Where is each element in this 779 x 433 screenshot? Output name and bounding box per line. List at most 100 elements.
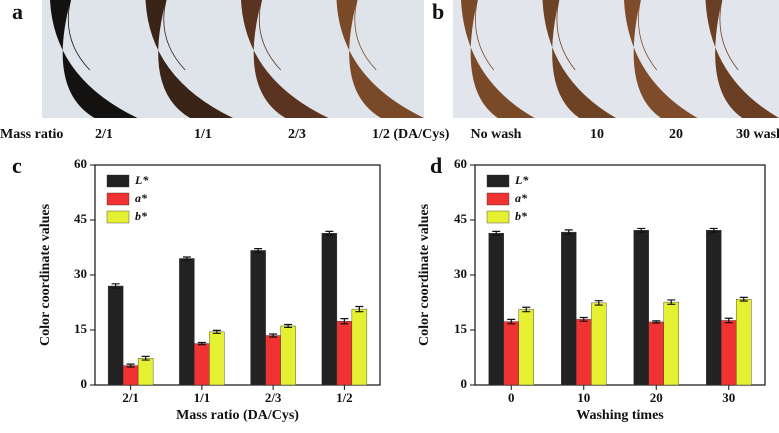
error-bar bbox=[564, 229, 573, 235]
x-tick-label: 10 bbox=[577, 390, 590, 405]
bar bbox=[321, 232, 338, 386]
y-tick-label: 30 bbox=[454, 266, 467, 281]
caption-lead: Mass ratio bbox=[0, 127, 63, 142]
bar bbox=[194, 343, 210, 386]
hair-strand bbox=[638, 0, 658, 71]
panel-label: d bbox=[430, 153, 442, 178]
error-bar bbox=[709, 227, 718, 233]
error-bar bbox=[254, 248, 263, 253]
hair bbox=[336, 0, 424, 118]
bar bbox=[351, 308, 368, 386]
bar bbox=[663, 301, 679, 386]
y-tick-label: 15 bbox=[454, 321, 468, 336]
bar bbox=[179, 258, 195, 386]
x-tick-label: 2/3 bbox=[265, 390, 282, 405]
bar bbox=[706, 230, 722, 386]
error-bar bbox=[637, 227, 646, 233]
bar bbox=[209, 331, 225, 386]
error-bar bbox=[284, 323, 293, 329]
bar bbox=[265, 335, 281, 386]
bar bbox=[488, 232, 504, 386]
photo-caption: 1/1 bbox=[194, 127, 212, 142]
y-tick-label: 30 bbox=[74, 266, 87, 281]
hair-strand bbox=[475, 0, 495, 71]
x-tick-label: 30 bbox=[722, 390, 735, 405]
bar bbox=[648, 321, 664, 386]
bar bbox=[137, 358, 154, 386]
x-tick-label: 0 bbox=[508, 390, 515, 405]
hair-strand bbox=[719, 0, 739, 71]
photo-caption: 2/1 bbox=[95, 127, 113, 142]
legend-swatch bbox=[106, 210, 130, 224]
bar bbox=[107, 285, 124, 386]
legend-label: a* bbox=[135, 191, 148, 205]
legend-label: L* bbox=[514, 173, 529, 187]
photo-caption: No wash bbox=[471, 127, 522, 142]
bar bbox=[561, 231, 577, 386]
hair-strand bbox=[556, 0, 576, 71]
x-tick-label: 20 bbox=[650, 390, 663, 405]
error-bar bbox=[340, 318, 349, 325]
x-tick-label: 1/1 bbox=[194, 390, 211, 405]
photo-caption: 20 bbox=[669, 127, 683, 142]
y-tick-label: 60 bbox=[454, 156, 467, 171]
bar bbox=[736, 299, 752, 386]
bar bbox=[250, 250, 266, 386]
error-bar bbox=[269, 333, 278, 338]
legend-label: b* bbox=[515, 209, 528, 223]
error-bar bbox=[212, 329, 221, 334]
error-bar bbox=[579, 316, 588, 322]
error-bar bbox=[141, 355, 150, 361]
y-axis-title: Color coordinate values bbox=[38, 203, 53, 346]
error-bar bbox=[667, 299, 676, 305]
hair bbox=[145, 0, 233, 118]
hair bbox=[624, 0, 698, 118]
x-axis-title: Washing times bbox=[576, 408, 664, 423]
panel-label: a bbox=[12, 0, 23, 24]
photo-caption: 2/3 bbox=[288, 127, 306, 142]
error-bar bbox=[522, 306, 531, 313]
hair-strand bbox=[67, 0, 91, 71]
panel-label: c bbox=[12, 153, 22, 178]
legend-swatch bbox=[486, 174, 510, 188]
error-bar bbox=[197, 341, 206, 346]
bar bbox=[633, 230, 649, 386]
error-bar bbox=[126, 363, 135, 368]
legend-swatch bbox=[486, 210, 510, 224]
bar bbox=[576, 319, 592, 386]
y-tick-label: 60 bbox=[74, 156, 87, 171]
hair-strand bbox=[258, 0, 282, 71]
photo-caption: 30 washes bbox=[736, 127, 779, 142]
bar bbox=[503, 321, 519, 386]
bar bbox=[721, 320, 737, 386]
x-tick-label: 2/1 bbox=[122, 390, 139, 405]
y-tick-label: 15 bbox=[74, 321, 88, 336]
panel-label: b bbox=[432, 0, 444, 24]
legend-label: L* bbox=[134, 173, 149, 187]
legend-label: b* bbox=[135, 209, 148, 223]
error-bar bbox=[594, 300, 603, 306]
error-bar bbox=[724, 317, 733, 324]
hair bbox=[542, 0, 616, 118]
hair bbox=[461, 0, 535, 118]
hair bbox=[241, 0, 329, 118]
legend-swatch bbox=[486, 192, 510, 206]
error-bar bbox=[111, 283, 120, 289]
legend-label: a* bbox=[515, 191, 528, 205]
hair bbox=[705, 0, 779, 118]
hair-strand bbox=[354, 0, 377, 71]
error-bar bbox=[507, 318, 516, 325]
photo-caption: 10 bbox=[590, 127, 604, 142]
bar bbox=[336, 321, 353, 386]
y-tick-label: 45 bbox=[454, 211, 468, 226]
hair bbox=[50, 0, 138, 118]
y-axis-title: Color coordinate values bbox=[417, 203, 432, 346]
x-axis-title: Mass ratio (DA/Cys) bbox=[176, 408, 299, 423]
y-tick-label: 0 bbox=[461, 376, 468, 391]
bar bbox=[122, 365, 139, 386]
y-tick-label: 0 bbox=[81, 376, 88, 391]
legend-swatch bbox=[106, 192, 130, 206]
photo-caption: 1/2 (DA/Cys) bbox=[372, 127, 450, 142]
hair-strand bbox=[163, 0, 186, 71]
